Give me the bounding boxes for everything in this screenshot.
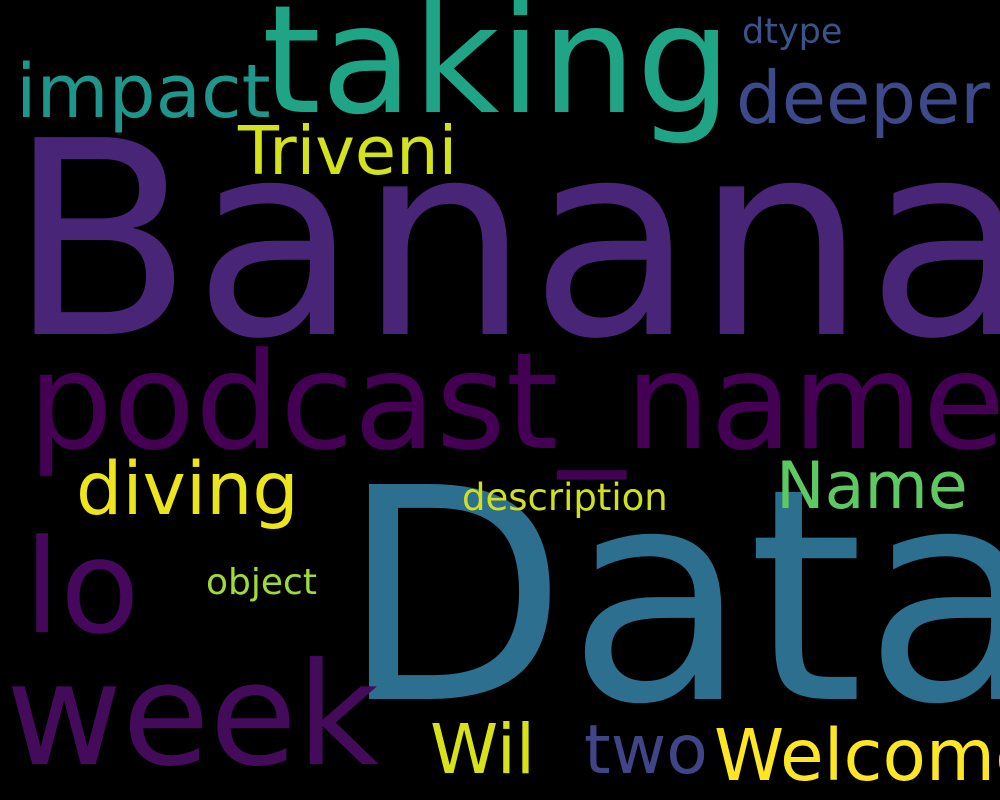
word-triveni: Triveni [238,112,458,190]
word-wil: Wil [430,710,536,790]
word-podcast-name: podcast_name [28,324,1000,480]
word-description: description [462,476,668,519]
word-object: object [206,562,317,603]
word-impact: impact [16,49,271,135]
word-data: Data [340,425,1000,769]
word-dtype: dtype [742,12,843,52]
word-two: two [584,711,708,790]
word-deeper: deeper [736,56,990,140]
word-week: week [6,633,380,798]
word-welcome: Welcome [714,714,1000,797]
word-diving: diving [76,447,299,532]
word-lo: lo [24,511,140,663]
word-taking: taking [262,0,732,148]
word-name: Name [776,449,968,524]
word-banana: Banana [8,83,1000,398]
